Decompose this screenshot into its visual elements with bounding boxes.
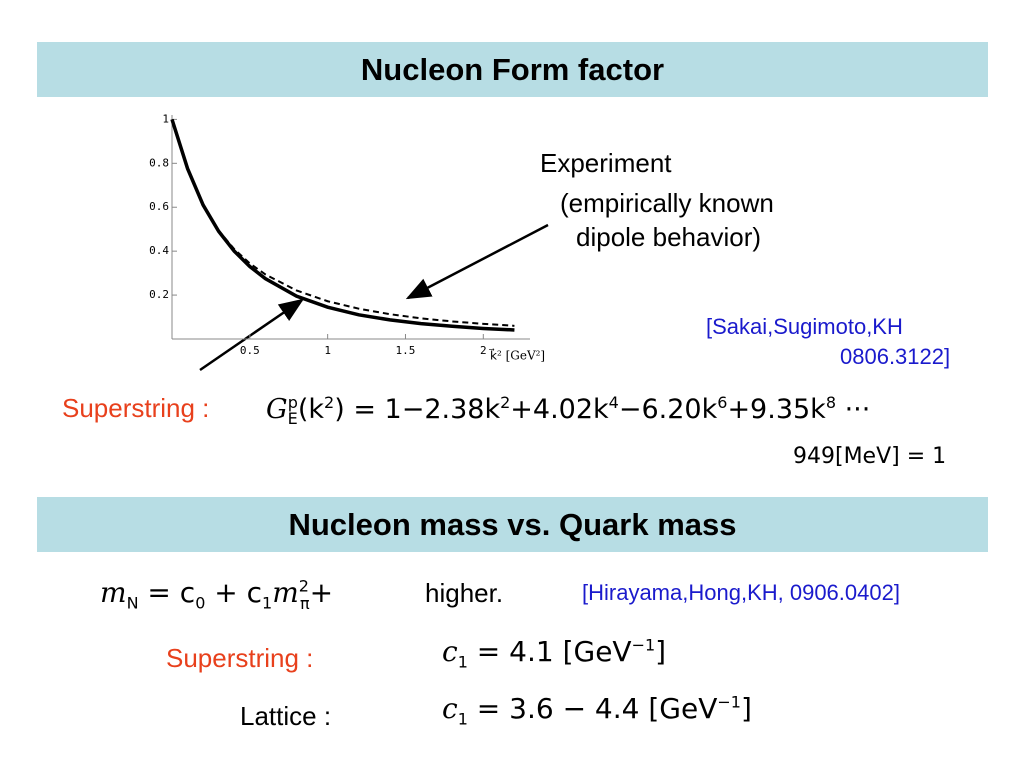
x-tick-label: 1.5 (396, 344, 416, 357)
reference: [Hirayama,Hong,KH, 0906.0402] (582, 580, 900, 605)
text: −6.20k (618, 394, 718, 425)
subscript: E (287, 409, 298, 429)
x-tick-label: 1 (324, 344, 331, 357)
formula: mN = c0 + c1m2π+ (100, 576, 333, 613)
text: (k (297, 394, 325, 425)
text: higher. (425, 578, 504, 608)
y-tick-label: 0.8 (149, 156, 169, 169)
chart: k⃗² [GeV²] 0.2 0.4 0.6 0.8 1 0.5 1 1.5 2 (149, 112, 549, 372)
subscript: π (299, 593, 310, 613)
annotation: Experiment (empirically known dipole beh… (540, 143, 774, 257)
text: c (442, 635, 458, 668)
arrow (405, 223, 549, 300)
y-tick-label: 0.4 (149, 244, 169, 257)
text: ] (740, 692, 752, 725)
superscript: 4 (608, 393, 619, 412)
label: Superstring : (62, 393, 210, 423)
text: ··· (836, 394, 871, 425)
subscript: 1 (262, 593, 273, 613)
text: = 3.6 − 4.4 [GeV (467, 692, 718, 725)
x-tick-label: 0.5 (240, 344, 260, 357)
text: + c (205, 576, 263, 609)
reference: [Sakai,Sugimoto,KH 0806.3122] (706, 312, 950, 372)
text: ) = 1−2.38k (334, 394, 501, 425)
title-bar: Nucleon Form factor (37, 42, 988, 97)
curve (170, 118, 515, 332)
label: Lattice : (240, 701, 332, 731)
subscript: 1 (457, 652, 468, 672)
superscript: −1 (717, 692, 741, 712)
label: Superstring : (166, 643, 314, 673)
text: = c (138, 576, 196, 609)
curve (171, 119, 515, 327)
superscript: 2 (324, 393, 335, 412)
y-tick-label: 0.2 (149, 288, 169, 301)
formula: c1 = 4.1 [GeV−1] (442, 635, 666, 672)
symbol: G (266, 394, 288, 425)
subscript: 0 (195, 593, 206, 613)
superscript: 8 (825, 393, 837, 412)
annotation-line: Experiment (540, 148, 672, 178)
subscript: 1 (457, 709, 468, 729)
reference-line: [Sakai,Sugimoto,KH (706, 314, 903, 339)
y-tick-label: 0.6 (149, 200, 169, 213)
subscript: N (126, 593, 139, 613)
title: Nucleon mass vs. Quark mass (288, 507, 737, 542)
text: m (272, 576, 299, 609)
text: ] (655, 635, 667, 668)
text: +9.35k (727, 394, 826, 425)
text: m (100, 576, 127, 609)
annotation-line: (empirically known (560, 188, 774, 218)
superscript: 6 (717, 393, 728, 412)
title: Nucleon Form factor (360, 52, 665, 87)
x-axis-label: k⃗² [GeV²] (489, 347, 545, 362)
text: c (442, 692, 458, 725)
formula: c1 = 3.6 − 4.4 [GeV−1] (442, 692, 752, 729)
x-tick-label: 2 (480, 344, 487, 357)
annotation-line: dipole behavior) (576, 222, 762, 252)
title-bar: Nucleon mass vs. Quark mass (37, 497, 988, 552)
superscript: p (287, 393, 298, 412)
superscript: −1 (631, 635, 656, 655)
y-tick-label: 1 (162, 112, 169, 125)
text: +4.02k (510, 394, 609, 425)
text: + (309, 576, 334, 609)
text: = 4.1 [GeV (467, 635, 632, 668)
arrow (199, 298, 305, 372)
superscript: 2 (298, 576, 309, 596)
units: 949[MeV] = 1 (793, 444, 947, 469)
superscript: 2 (500, 393, 511, 412)
formula: GEp(k2) = 1−2.38k2+4.02k4−6.20k6+9.35k8 … (266, 393, 870, 428)
reference-line: 0806.3122] (840, 344, 951, 369)
